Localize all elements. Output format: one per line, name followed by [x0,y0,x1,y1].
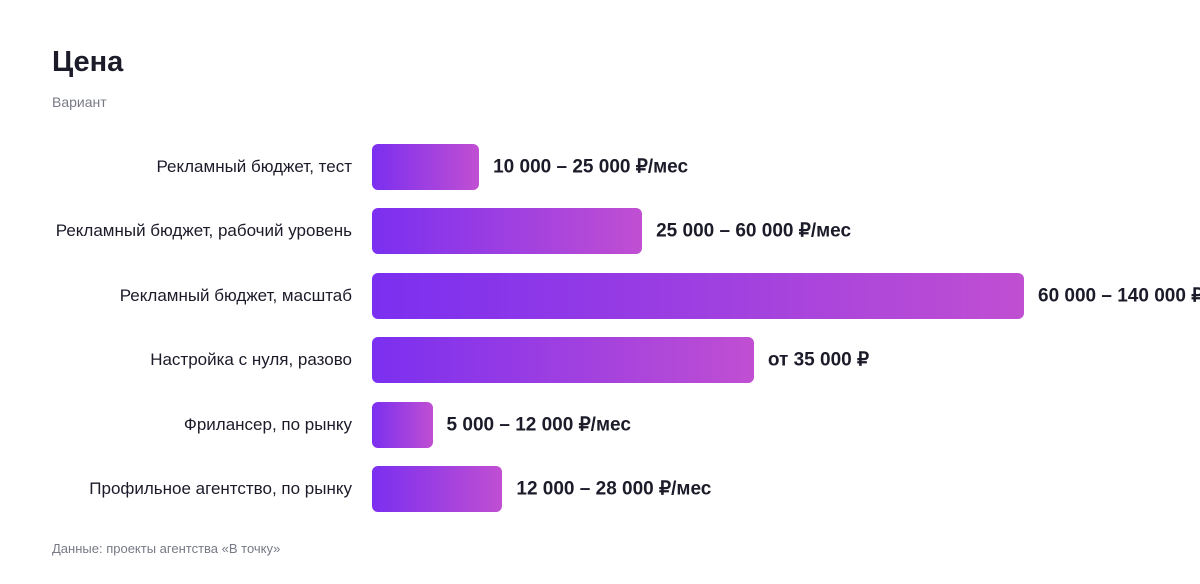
bar [372,466,503,512]
chart-subtitle: Вариант [52,94,107,110]
chart-title: Цена [52,46,124,78]
value-label: 12 000 – 28 000 ₽/мес [516,478,712,500]
category-label: Рекламный бюджет, рабочий уровень [55,221,352,241]
value-label: от 35 000 ₽ [767,349,870,371]
category-label: Профильное агентство, по рынку [89,479,352,498]
value-label: 60 000 – 140 000 ₽/мес [1038,285,1200,307]
value-label: 10 000 – 25 000 ₽/мес [493,156,689,178]
bar [372,401,433,448]
bar [372,208,643,255]
source-note: Данные: проекты агентства «В точку» [52,541,281,556]
bar [372,272,1024,319]
value-label: 5 000 – 12 000 ₽/мес [446,414,631,436]
category-label: Рекламный бюджет, масштаб [119,285,352,305]
category-label: Рекламный бюджет, тест [156,157,352,176]
value-label: 25 000 – 60 000 ₽/мес [656,220,852,242]
bar [372,144,480,190]
category-label: Фрилансер, по рынку [183,414,352,434]
bar [372,337,754,384]
category-label: Настройка с нуля, разово [150,350,352,370]
